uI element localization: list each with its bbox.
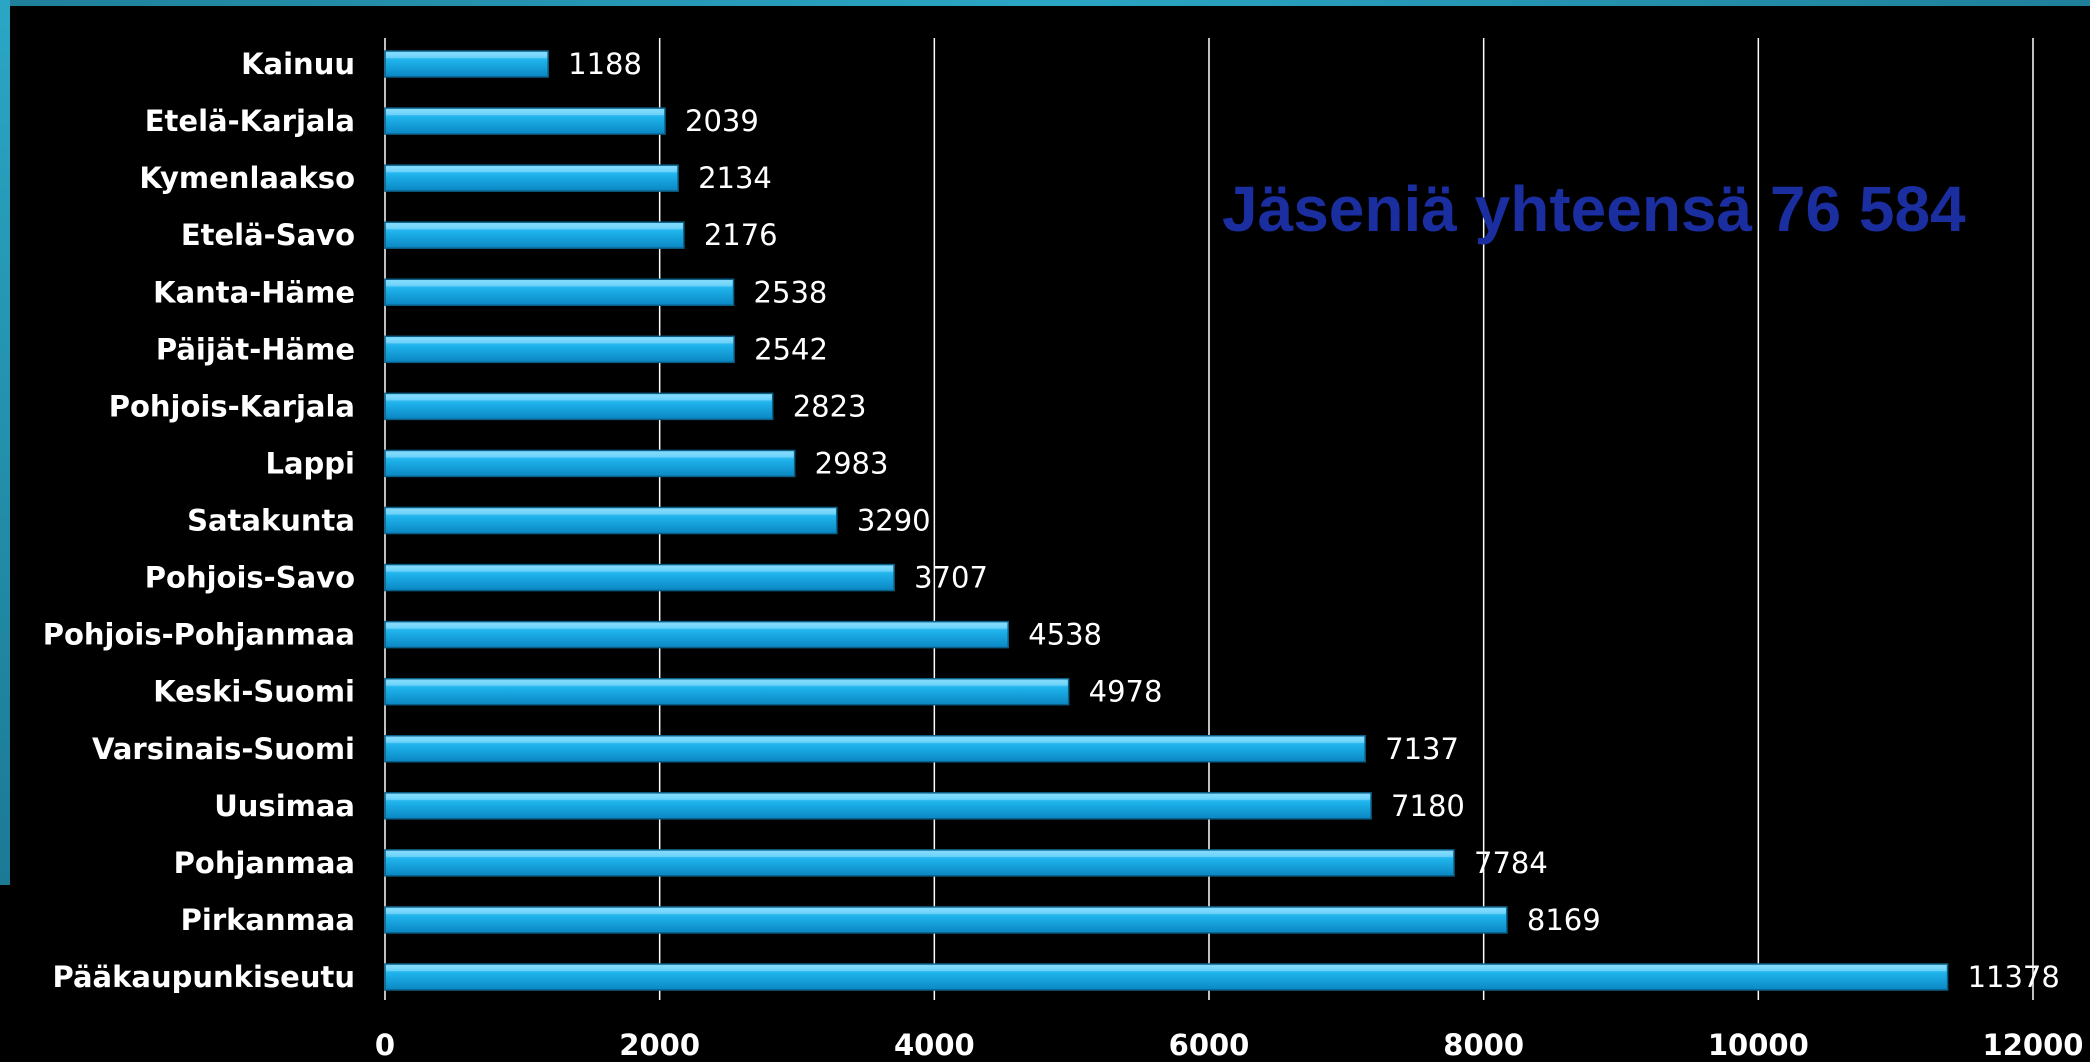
category-label: Pohjois-Savo [145, 561, 355, 595]
bar-highlight [386, 395, 772, 401]
bar-highlight [386, 623, 1008, 629]
bar-highlight [386, 110, 665, 116]
category-label: Uusimaa [214, 789, 355, 823]
x-tick-label: 8000 [1443, 1028, 1524, 1062]
bar-highlight [386, 338, 734, 344]
value-axis: 0 2000 4000 6000 8000 10000 12000 [375, 1028, 2084, 1062]
bar-highlight [386, 509, 836, 515]
x-tick-label: 10000 [1708, 1028, 1809, 1062]
x-tick-label: 12000 [1983, 1028, 2084, 1062]
category-label: Kymenlaakso [139, 161, 355, 195]
bar-highlight [386, 167, 678, 173]
value-label: 2542 [754, 332, 828, 366]
value-label: 11378 [1968, 960, 2060, 994]
category-label: Lappi [265, 446, 355, 480]
total-members-annotation: Jäseniä yhteensä 76 584 [1222, 173, 1966, 245]
value-label: 1188 [568, 47, 642, 81]
bar-highlight [386, 908, 1506, 914]
category-label: Pirkanmaa [181, 903, 355, 937]
bars [384, 50, 1949, 991]
bar-highlight [386, 966, 1947, 971]
value-label: 8169 [1527, 903, 1601, 937]
value-label: 2039 [685, 104, 759, 138]
slide-border-left [0, 0, 10, 885]
value-label: 3290 [857, 504, 931, 538]
value-label: 4538 [1028, 618, 1102, 652]
x-tick-label: 4000 [894, 1028, 975, 1062]
category-label: Pohjanmaa [174, 846, 355, 880]
bar-highlight [386, 53, 548, 58]
value-label: 7137 [1385, 732, 1459, 766]
x-tick-label: 0 [375, 1028, 395, 1062]
category-label: Etelä-Karjala [145, 104, 355, 138]
category-label: Pohjois-Pohjanmaa [43, 618, 355, 652]
value-label: 2538 [754, 275, 828, 309]
category-label: Varsinais-Suomi [92, 732, 355, 766]
category-label: Kanta-Häme [153, 275, 355, 309]
category-label: Pohjois-Karjala [109, 389, 355, 423]
value-label: 3707 [914, 561, 988, 595]
category-label: Päijät-Häme [156, 332, 355, 366]
bar-highlight [386, 794, 1371, 800]
value-label: 2983 [815, 446, 889, 480]
bar-highlight [386, 281, 733, 287]
category-label: Pääkaupunkiseutu [53, 960, 355, 994]
value-label: 2134 [698, 161, 772, 195]
category-label: Etelä-Savo [181, 218, 355, 252]
value-label: 2823 [793, 389, 867, 423]
value-label: 2176 [704, 218, 778, 252]
bar-highlight [386, 452, 794, 458]
category-label: Keski-Suomi [153, 675, 355, 709]
value-label: 7180 [1391, 789, 1465, 823]
bar-highlight [386, 566, 894, 572]
labels: Kainuu 1188 Etelä-Karjala 2039 Kymenlaakso 21… [43, 47, 2060, 994]
bar-highlight [386, 680, 1068, 686]
category-label: Kainuu [241, 47, 355, 81]
bar-highlight [386, 224, 683, 230]
value-label: 7784 [1474, 846, 1548, 880]
value-label: 4978 [1089, 675, 1163, 709]
x-tick-label: 2000 [619, 1028, 700, 1062]
slide-border-top [0, 0, 2090, 6]
x-tick-label: 6000 [1169, 1028, 1250, 1062]
bar-highlight [386, 737, 1365, 743]
bar-highlight [386, 851, 1454, 857]
category-label: Satakunta [187, 504, 355, 538]
